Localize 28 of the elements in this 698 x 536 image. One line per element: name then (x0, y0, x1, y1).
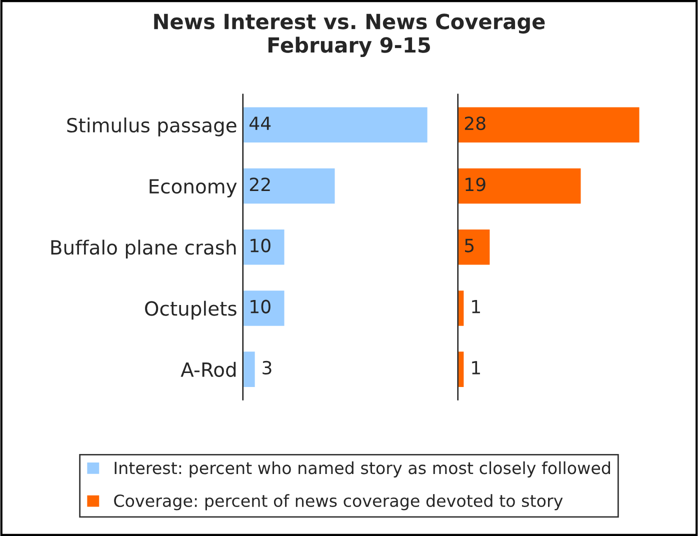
legend-label: Coverage: percent of news coverage devoted to story (114, 494, 563, 510)
data-label: 1 (472, 361, 480, 374)
bar (458, 166, 582, 206)
bar (458, 289, 466, 328)
bar (242, 106, 429, 144)
bar (242, 350, 256, 388)
data-label: 28 (464, 116, 486, 130)
bar (242, 228, 286, 266)
data-label: 10 (250, 300, 270, 314)
data-label: 5 (465, 238, 474, 252)
bar (242, 289, 286, 328)
data-label: 3 (262, 360, 272, 375)
data-label: 44 (250, 116, 271, 130)
y-tick-label: Octuplets (145, 300, 236, 320)
bar (458, 106, 641, 144)
bar (458, 350, 466, 388)
bar (458, 228, 492, 266)
y-tick-label: Economy (150, 179, 237, 198)
legend-label: Interest: percent who named story as most closely followed (114, 461, 610, 478)
bar (242, 166, 336, 206)
data-label: 1 (472, 300, 480, 314)
y-tick-label: A-Rod (180, 362, 236, 377)
data-label: 22 (250, 178, 270, 191)
y-tick-label: Buffalo plane crash (51, 240, 236, 259)
y-tick-label: Stimulus passage (67, 118, 236, 136)
data-label: 10 (250, 238, 270, 252)
chart-title: News Interest vs. News Coverage February 9-15 (154, 14, 545, 58)
data-label: 19 (466, 178, 486, 192)
